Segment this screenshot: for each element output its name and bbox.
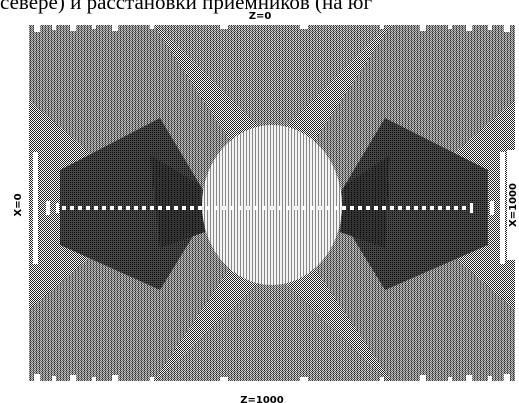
top-axis-label: Z=0 (249, 11, 272, 22)
right-source-bar (500, 152, 505, 264)
top-edge-marks (29, 19, 515, 32)
left-axis-label: X=0 (13, 193, 24, 216)
receiver-line (46, 201, 494, 215)
central-light-region (202, 125, 342, 285)
figure-caption-fragment: севере) и расстановки приемников (на юг (0, 0, 373, 14)
left-dark-wedge (60, 118, 212, 290)
right-dark-wedge (333, 118, 488, 290)
bottom-edge-marks (29, 374, 515, 387)
left-source-bar (33, 152, 38, 264)
right-axis-label: X=1000 (508, 183, 519, 227)
bottom-axis-label: Z=1000 (240, 395, 284, 403)
